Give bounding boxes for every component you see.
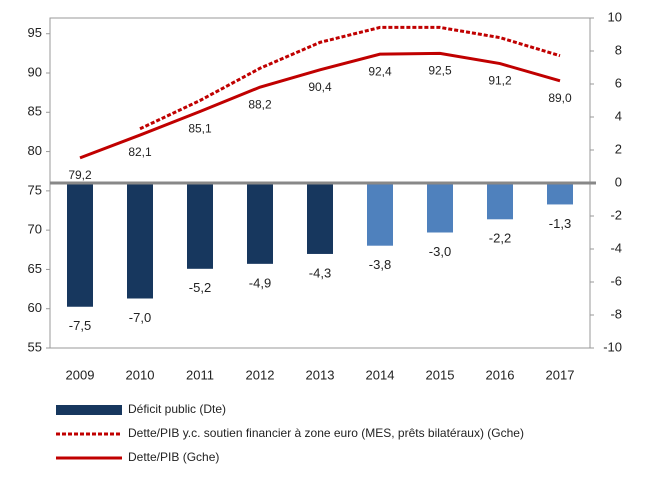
x-tick-label: 2010	[126, 367, 155, 382]
line-label: 92,5	[428, 64, 452, 78]
legend-label: Dette/PIB (Gche)	[128, 450, 219, 464]
bar-label: -4,9	[249, 275, 271, 290]
bar	[307, 183, 333, 254]
bar-label: -7,5	[69, 318, 91, 333]
line-label: 90,4	[308, 80, 332, 94]
y2-tick-label: -10	[603, 339, 622, 354]
bar-label: -2,2	[489, 231, 511, 246]
bar	[427, 183, 453, 233]
line	[139, 25, 561, 131]
line	[79, 51, 561, 160]
y2-tick-label: -6	[610, 273, 622, 288]
bar	[367, 183, 393, 246]
x-tick-label: 2012	[246, 367, 275, 382]
y2-tick-label: 0	[615, 174, 622, 189]
x-tick-label: 2015	[426, 367, 455, 382]
x-tick-label: 2017	[546, 367, 575, 382]
bar	[187, 183, 213, 269]
y-tick-label: 95	[28, 25, 42, 40]
line-label: 79,2	[68, 168, 92, 182]
y2-tick-label: -2	[610, 207, 622, 222]
bar	[247, 183, 273, 264]
line-label: 89,0	[548, 91, 572, 105]
line-label: 85,1	[188, 122, 212, 136]
line-label: 88,2	[248, 97, 272, 111]
y2-tick-label: 4	[615, 108, 622, 123]
bar	[487, 183, 513, 220]
legend-label: Déficit public (Dte)	[128, 402, 226, 416]
bar	[127, 183, 153, 299]
x-tick-label: 2009	[66, 367, 95, 382]
bar-label: -5,2	[189, 280, 211, 295]
x-tick-label: 2016	[486, 367, 515, 382]
line-label: 92,4	[368, 64, 392, 78]
bar-label: -3,0	[429, 244, 451, 259]
y2-tick-label: -8	[610, 306, 622, 321]
x-tick-label: 2013	[306, 367, 335, 382]
y2-tick-label: 6	[615, 75, 622, 90]
x-tick-label: 2011	[186, 367, 214, 382]
y-tick-label: 60	[28, 300, 42, 315]
y2-tick-label: 2	[615, 141, 622, 156]
legend-swatch	[56, 405, 122, 415]
line-label: 91,2	[488, 74, 512, 88]
y-tick-label: 70	[28, 222, 42, 237]
bar-label: -1,3	[549, 216, 571, 231]
bar-label: -4,3	[309, 265, 331, 280]
y2-tick-label: 8	[615, 42, 622, 57]
line-label: 82,1	[128, 145, 152, 159]
y-tick-label: 55	[28, 339, 42, 354]
x-tick-label: 2014	[366, 367, 395, 382]
bar-label: -3,8	[369, 257, 391, 272]
y-tick-label: 80	[28, 143, 42, 158]
legend-label: Dette/PIB y.c. soutien financier à zone …	[128, 426, 524, 440]
y-tick-label: 90	[28, 64, 42, 79]
bar-label: -7,0	[129, 310, 151, 325]
y-tick-label: 75	[28, 182, 42, 197]
bar	[547, 183, 573, 205]
y2-tick-label: -4	[610, 240, 622, 255]
y-tick-label: 65	[28, 261, 42, 276]
y-tick-label: 85	[28, 104, 42, 119]
y2-tick-label: 10	[608, 9, 622, 24]
bar	[67, 183, 93, 307]
